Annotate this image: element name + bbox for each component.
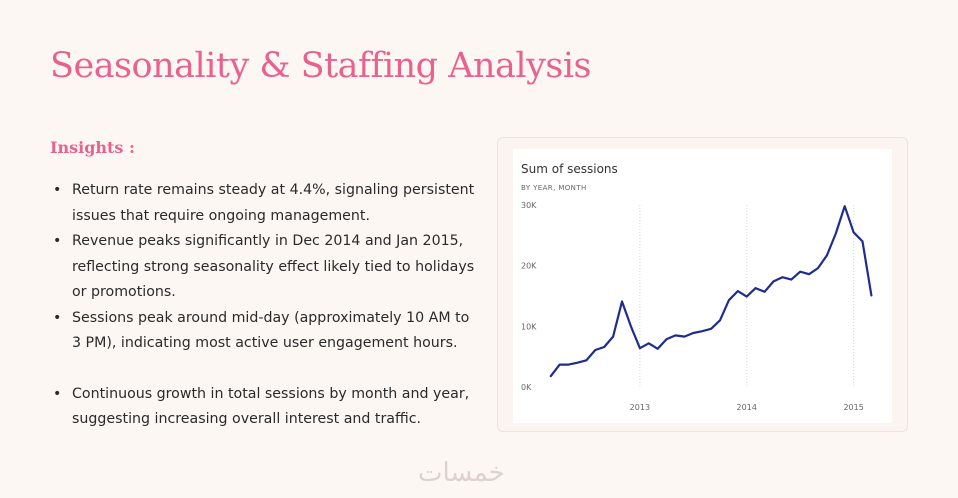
data-point-2013-03	[656, 348, 658, 350]
data-point-2014-05	[781, 276, 783, 278]
data-point-2013-04	[665, 338, 667, 340]
sessions-line-chart: 2013 2014 2015 0K 10K 20K 30K	[521, 201, 873, 412]
data-point-2012-07	[585, 359, 587, 361]
insight-bullet-1: Return rate remains steady at 4.4%, sign…	[50, 178, 480, 229]
data-point-2013-02	[648, 342, 650, 344]
data-point-2013-11	[728, 299, 730, 301]
data-point-2015-03	[870, 294, 872, 296]
data-point-2012-08	[594, 349, 596, 351]
data-point-2015-02	[861, 240, 863, 242]
data-point-2014-09	[817, 267, 819, 269]
insight-bullet-4: Continuous growth in total sessions by m…	[50, 382, 480, 433]
data-point-2014-11	[835, 232, 837, 234]
chart-card: 2013 2014 2015 0K 10K 20K 30K Sum of sessions …	[497, 137, 908, 432]
data-point-2012-06	[576, 362, 578, 364]
data-point-2014-02	[754, 287, 756, 289]
data-point-2012-11	[621, 300, 623, 302]
chart-title: Sum of sessions	[521, 162, 618, 176]
chart-panel[interactable]: 2013 2014 2015 0K 10K 20K 30K Sum of sessions …	[513, 149, 892, 423]
page-title: Seasonality & Staffing Analysis	[50, 46, 591, 86]
data-point-2012-10	[612, 335, 614, 337]
y-tick-label-20K: 20K	[521, 262, 537, 271]
data-point-2013-01	[639, 347, 641, 349]
data-point-2013-05	[674, 334, 676, 336]
data-point-2013-08	[701, 330, 703, 332]
data-point-2014-10	[826, 254, 828, 256]
y-tick-label-10K: 10K	[521, 322, 537, 331]
data-point-2012-04	[558, 363, 560, 365]
data-point-2013-10	[719, 319, 721, 321]
data-point-2014-12	[844, 205, 846, 207]
sessions-series-line	[549, 205, 873, 378]
data-point-2012-05	[567, 363, 569, 365]
insights-list: Return rate remains steady at 4.4%, sign…	[50, 178, 480, 433]
data-point-2014-08	[808, 273, 810, 275]
data-point-2012-09	[603, 346, 605, 348]
x-tick-label-2013: 2013	[630, 403, 650, 412]
data-point-2014-06	[790, 278, 792, 280]
data-point-2013-07	[692, 332, 694, 334]
data-point-2014-07	[799, 271, 801, 273]
x-tick-label-2015: 2015	[843, 403, 863, 412]
insight-bullet-2: Revenue peaks significantly in Dec 2014 …	[50, 229, 480, 306]
data-point-2013-12	[737, 290, 739, 292]
watermark-logo: خمسات	[418, 458, 505, 488]
data-point-2013-06	[683, 335, 685, 337]
data-point-2012-03	[550, 375, 552, 377]
data-point-2014-04	[772, 280, 774, 282]
insights-heading: Insights :	[50, 138, 135, 157]
y-tick-label-30K: 30K	[521, 201, 537, 210]
insight-bullet-3: Sessions peak around mid-day (approximat…	[50, 306, 480, 357]
data-point-2013-09	[710, 328, 712, 330]
y-tick-label-0K: 0K	[521, 383, 532, 392]
data-point-2014-03	[763, 291, 765, 293]
data-point-2012-12	[630, 325, 632, 327]
chart-subtitle: BY YEAR, MONTH	[521, 184, 587, 192]
data-point-2014-01	[746, 295, 748, 297]
x-tick-label-2014: 2014	[737, 403, 757, 412]
data-point-2015-01	[852, 231, 854, 233]
